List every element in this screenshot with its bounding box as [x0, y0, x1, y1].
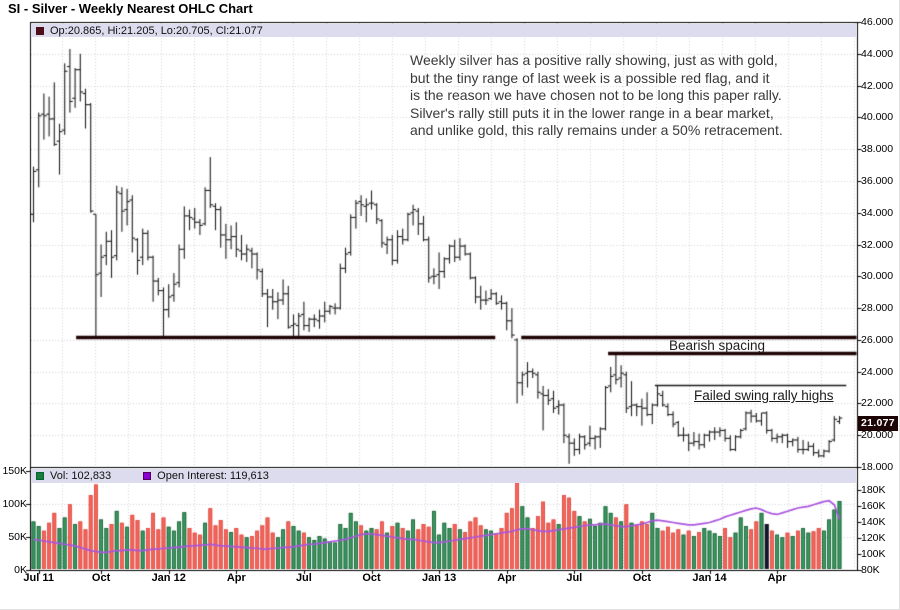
volume-axis-label: 100K [2, 498, 27, 510]
price-axis-label: 20.000 [861, 429, 894, 442]
volume-legend-bar: Vol: 102,833 Open Interest: 119,613 [31, 469, 856, 483]
date-axis-label: Oct [362, 572, 381, 584]
price-axis-label: 46.000 [861, 16, 894, 28]
price-axis-label: 34.000 [861, 206, 894, 219]
last-price-badge: 21.077 [858, 416, 898, 431]
date-axis-label: Oct [91, 572, 111, 584]
price-axis-label: 26.000 [861, 333, 894, 346]
price-axis-label: 22.000 [861, 397, 894, 410]
price-axis-label: 36.000 [861, 174, 894, 187]
date-axis-label: Apr [767, 572, 787, 584]
volume-legend-swatch-icon [36, 472, 44, 480]
ohlc-legend-swatch-icon [36, 26, 44, 35]
open-interest-axis-label: 80K [861, 564, 880, 576]
price-axis-label: 38.000 [861, 143, 894, 156]
open-interest-axis-label: 120K [861, 531, 886, 544]
open-interest-axis-label: 100K [861, 547, 886, 560]
price-axis-label: 44.000 [861, 47, 894, 60]
open-interest-axis-label: 140K [861, 515, 886, 528]
date-axis-label: Jul [566, 572, 583, 584]
price-axis-label: 18.000 [861, 461, 894, 473]
price-axis-label: 24.000 [861, 365, 894, 378]
date-axis-label: Jan 14 [692, 572, 727, 584]
date-axis-label: Jan 13 [421, 572, 457, 584]
ohlc-legend-text: Op:20.865, Hi:21.205, Lo:20.705, Cl:21.0… [50, 24, 263, 37]
volume-axis-label: 50K [8, 531, 27, 543]
price-axis-label: 32.000 [861, 238, 894, 251]
price-axis-label: 28.000 [861, 302, 894, 315]
price-legend-bar: Op:20.865, Hi:21.205, Lo:20.705, Cl:21.0… [31, 24, 856, 37]
open-interest-legend-swatch-icon [143, 472, 152, 480]
date-axis-label: Apr [226, 572, 246, 584]
bearish-spacing-label: Bearish spacing [668, 338, 766, 353]
price-axis-label: 40.000 [861, 111, 894, 124]
date-axis-label: Jul 11 [23, 572, 54, 584]
date-axis-label: Jul [295, 572, 312, 584]
failed-swing-rally-highs-label: Failed swing rally highs [694, 388, 834, 403]
date-axis-label: Apr [497, 572, 517, 584]
volume-axis-label: 150K [2, 465, 27, 477]
price-axis-label: 30.000 [861, 270, 894, 283]
chart-title: SI - Silver - Weekly Nearest OHLC Chart [8, 1, 253, 16]
open-interest-axis-label: 160K [861, 499, 886, 512]
date-axis-label: Oct [632, 572, 652, 584]
volume-legend-text: Vol: 102,833 [50, 470, 112, 482]
price-axis-label: 42.000 [861, 79, 894, 92]
open-interest-axis-label: 180K [861, 483, 886, 496]
volume-axis-label: 0K [14, 564, 27, 576]
date-axis-label: Jan 12 [151, 572, 186, 584]
open-interest-legend-text: Open Interest: 119,613 [157, 470, 269, 482]
analyst-annotation-text: Weekly silver has a positive rally showi… [410, 52, 783, 139]
